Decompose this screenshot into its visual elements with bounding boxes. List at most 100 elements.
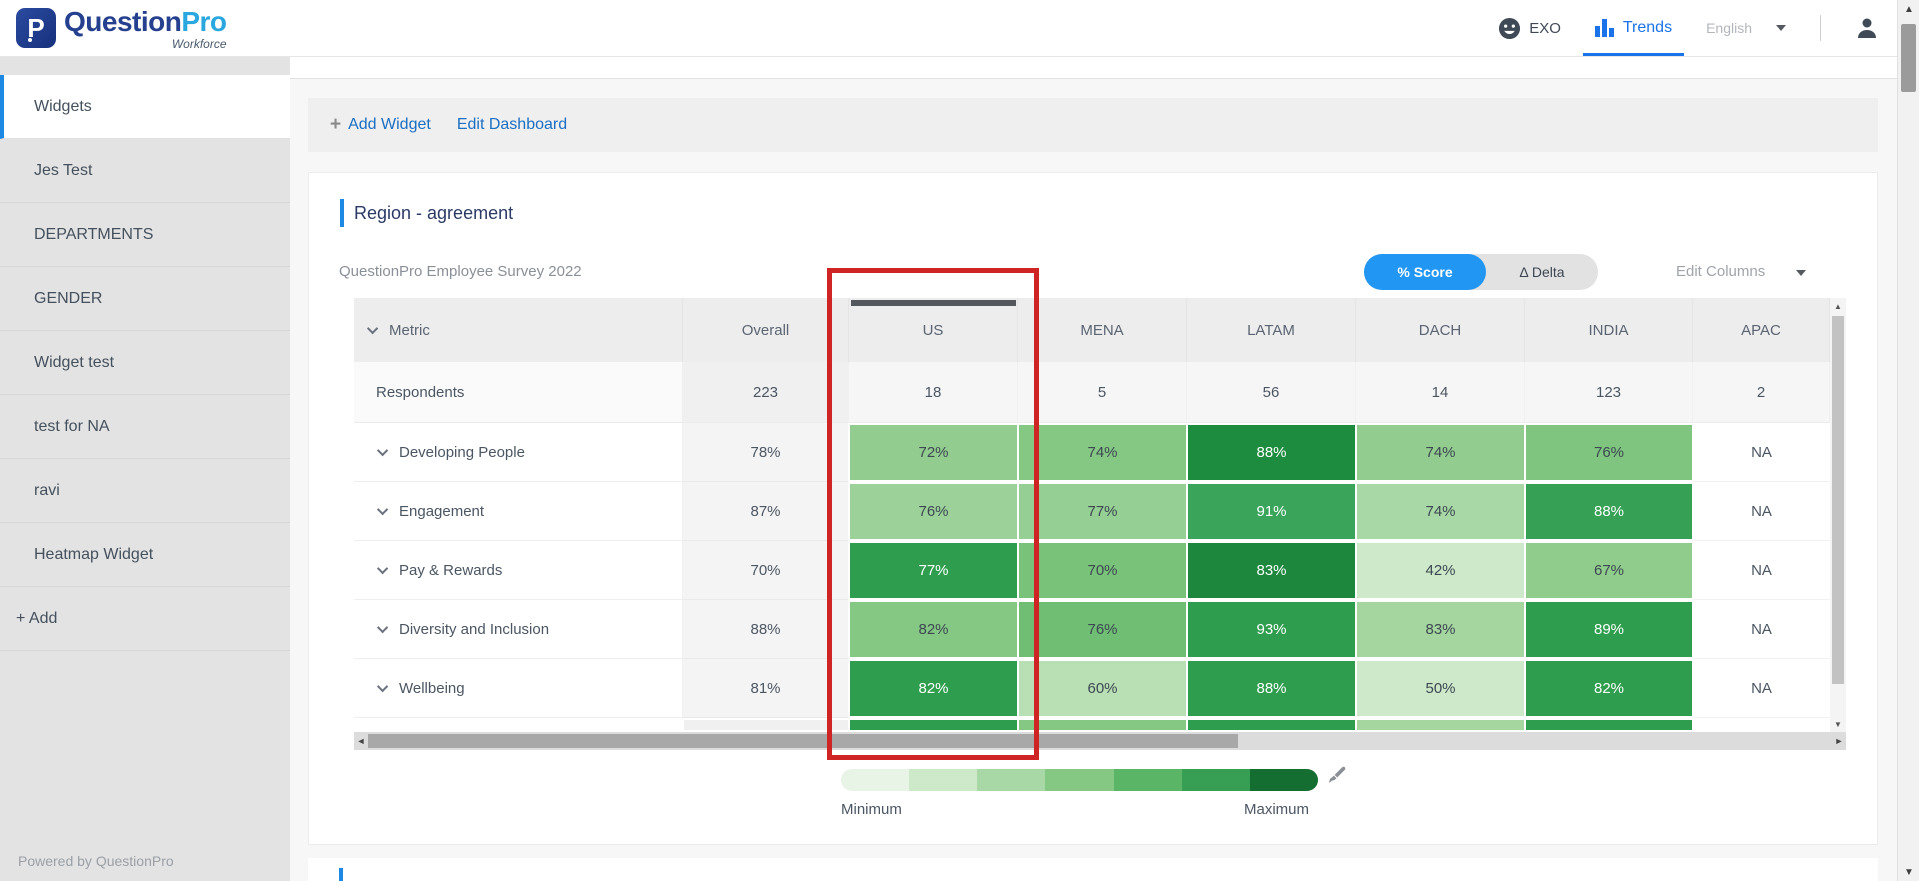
column-header-india[interactable]: INDIA <box>1525 298 1693 362</box>
heatmap-cell-diversity-and-inclusion-latam[interactable]: 93% <box>1187 600 1356 659</box>
respondents-count-india: 123 <box>1525 362 1693 423</box>
user-icon[interactable] <box>1855 16 1879 40</box>
column-header-latam[interactable]: LATAM <box>1187 298 1356 362</box>
heatmap-cell-engagement-latam[interactable]: 91% <box>1187 482 1356 541</box>
respondents-count-latam: 56 <box>1187 362 1356 423</box>
chevron-down-icon[interactable] <box>1796 270 1806 276</box>
heatmap-cell-developing-people-mena[interactable]: 74% <box>1018 423 1187 482</box>
heatmap-legend-gradient <box>841 769 1318 791</box>
heatmap-cell-engagement-mena[interactable]: 77% <box>1018 482 1187 541</box>
heatmap-cell-engagement-apac[interactable]: NA <box>1693 482 1830 541</box>
sidebar-item-gender[interactable]: GENDER <box>0 267 290 331</box>
respondents-count-mena: 5 <box>1018 362 1187 423</box>
chevron-down-icon[interactable] <box>376 444 389 457</box>
heatmap-cell-value: 83% <box>1357 602 1524 657</box>
questionpro-logo[interactable]: P QuestionPro Workforce <box>16 8 227 50</box>
heatmap-cell-developing-people-apac[interactable]: NA <box>1693 423 1830 482</box>
heatmap-cell-pay-rewards-mena[interactable]: 70% <box>1018 541 1187 600</box>
chevron-down-icon[interactable] <box>376 503 389 516</box>
sidebar-item-jes-test[interactable]: Jes Test <box>0 139 290 203</box>
sidebar-add-button[interactable]: + Add <box>0 587 290 651</box>
heatmap-cell-value: 77% <box>850 543 1017 598</box>
heatmap-cell-engagement-india[interactable]: 88% <box>1525 482 1693 541</box>
heatmap-cell-wellbeing-mena[interactable]: 60% <box>1018 659 1187 718</box>
heatmap-cell-pay-rewards-apac[interactable]: NA <box>1693 541 1830 600</box>
table-hscroll-thumb[interactable] <box>368 734 1238 748</box>
heatmap-cell-developing-people-dach[interactable]: 74% <box>1356 423 1525 482</box>
scroll-down-icon[interactable]: ▼ <box>1898 863 1919 881</box>
edit-columns-dropdown[interactable]: Edit Columns <box>1676 263 1766 280</box>
sidebar-item-widget-test[interactable]: Widget test <box>0 331 290 395</box>
legend-color-swatch-4 <box>1045 769 1114 791</box>
sidebar-item-widgets[interactable]: Widgets <box>0 75 290 139</box>
chevron-down-icon[interactable] <box>376 562 389 575</box>
column-header-overall[interactable]: Overall <box>683 298 849 362</box>
heatmap-cell-diversity-and-inclusion-apac[interactable]: NA <box>1693 600 1830 659</box>
delta-toggle-button[interactable]: Δ Delta <box>1519 264 1565 280</box>
heatmap-cell-value: 88% <box>1526 484 1692 539</box>
page-scrollbar-thumb[interactable] <box>1901 24 1916 92</box>
heatmap-cell-diversity-and-inclusion-dach[interactable]: 83% <box>1356 600 1525 659</box>
heatmap-cell-value: 42% <box>1357 543 1524 598</box>
trends-nav-item[interactable]: Trends <box>1582 0 1685 56</box>
chevron-down-icon[interactable] <box>376 621 389 634</box>
title-accent-bar <box>339 868 343 881</box>
next-widget-card-edge <box>308 858 1878 881</box>
sidebar-item-test-for-na[interactable]: test for NA <box>0 395 290 459</box>
heatmap-cell-engagement-us[interactable]: 76% <box>849 482 1018 541</box>
heatmap-cell-diversity-and-inclusion-us[interactable]: 82% <box>849 600 1018 659</box>
heatmap-cell-diversity-and-inclusion-mena[interactable]: 76% <box>1018 600 1187 659</box>
heatmap-cell-diversity-and-inclusion-india[interactable]: 89% <box>1525 600 1693 659</box>
heatmap-cell-wellbeing-latam[interactable]: 88% <box>1187 659 1356 718</box>
heatmap-cell-value: 50% <box>1357 661 1524 716</box>
overall-value-wellbeing: 81% <box>683 659 849 718</box>
column-header-dach[interactable]: DACH <box>1356 298 1525 362</box>
metric-row-engagement[interactable]: Engagement <box>354 482 683 541</box>
scroll-up-icon[interactable]: ▲ <box>1898 0 1919 18</box>
heatmap-cell-pay-rewards-us[interactable]: 77% <box>849 541 1018 600</box>
column-header-mena[interactable]: MENA <box>1018 298 1187 362</box>
heatmap-cell-pay-rewards-dach[interactable]: 42% <box>1356 541 1525 600</box>
heatmap-cell-engagement-dach[interactable]: 74% <box>1356 482 1525 541</box>
table-vscroll-thumb[interactable] <box>1832 316 1844 684</box>
heatmap-cell-developing-people-india[interactable]: 76% <box>1525 423 1693 482</box>
metric-row-wellbeing[interactable]: Wellbeing <box>354 659 683 718</box>
score-toggle-button[interactable]: % Score <box>1364 254 1486 290</box>
chevron-down-icon[interactable] <box>376 680 389 693</box>
heatmap-cell-wellbeing-india[interactable]: 82% <box>1525 659 1693 718</box>
column-header-label: LATAM <box>1247 321 1295 339</box>
heatmap-cell-pay-rewards-latam[interactable]: 83% <box>1187 541 1356 600</box>
heatmap-cell-developing-people-us[interactable]: 72% <box>849 423 1018 482</box>
metric-label: Pay & Rewards <box>399 561 503 579</box>
language-selector[interactable]: English <box>1706 20 1786 36</box>
column-header-apac[interactable]: APAC <box>1693 298 1830 362</box>
column-header-us[interactable]: US <box>849 298 1018 362</box>
metric-row-diversity-and-inclusion[interactable]: Diversity and Inclusion <box>354 600 683 659</box>
scroll-down-icon[interactable]: ▼ <box>1834 719 1842 729</box>
sidebar-item-departments[interactable]: DEPARTMENTS <box>0 203 290 267</box>
page-scrollbar[interactable]: ▲ ▼ <box>1897 0 1919 881</box>
heatmap-cell-wellbeing-us[interactable]: 82% <box>849 659 1018 718</box>
heatmap-cell-wellbeing-apac[interactable]: NA <box>1693 659 1830 718</box>
metric-row-pay-rewards[interactable]: Pay & Rewards <box>354 541 683 600</box>
add-widget-button[interactable]: + Add Widget <box>330 114 431 136</box>
scroll-right-icon[interactable]: ► <box>1834 736 1844 746</box>
sidebar-item-heatmap-widget[interactable]: Heatmap Widget <box>0 523 290 587</box>
sidebar-item-ravi[interactable]: ravi <box>0 459 290 523</box>
metric-row-developing-people[interactable]: Developing People <box>354 423 683 482</box>
add-widget-label: Add Widget <box>348 116 431 133</box>
paintbrush-icon[interactable] <box>1326 765 1348 792</box>
scroll-up-icon[interactable]: ▲ <box>1834 301 1842 311</box>
heatmap-cell-value: 76% <box>1019 602 1186 657</box>
table-vertical-scrollbar[interactable]: ▲ ▼ <box>1830 298 1846 732</box>
column-header-metric[interactable]: Metric <box>354 298 683 362</box>
exo-nav-item[interactable]: EXO <box>1498 17 1561 40</box>
edit-dashboard-button[interactable]: Edit Dashboard <box>457 116 567 134</box>
scroll-left-icon[interactable]: ◄ <box>356 736 366 746</box>
heatmap-cell-wellbeing-dach[interactable]: 50% <box>1356 659 1525 718</box>
heatmap-cell-developing-people-latam[interactable]: 88% <box>1187 423 1356 482</box>
legend-color-swatch-1 <box>841 769 910 791</box>
table-horizontal-scrollbar[interactable]: ◄ ► <box>354 732 1846 750</box>
respondents-count-dach: 14 <box>1356 362 1525 423</box>
heatmap-cell-pay-rewards-india[interactable]: 67% <box>1525 541 1693 600</box>
